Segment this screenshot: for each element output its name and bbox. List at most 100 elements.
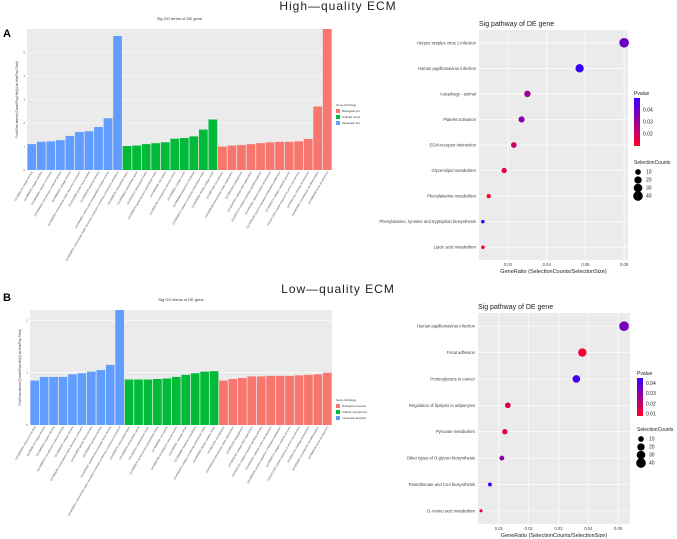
data-point (524, 90, 531, 98)
x-tick-label: 0.04 (584, 526, 593, 531)
bar (218, 146, 227, 170)
bar (68, 374, 77, 425)
y-tick-label: Glycerolipid metabolism (432, 168, 477, 173)
size-legend-label: 30 (649, 453, 655, 459)
size-legend-label: 10 (649, 437, 655, 443)
y-tick-label: ECM-receptor interaction (429, 143, 476, 148)
y-axis-label: Fold Enrichment (Count/Pop.Hits)/(List.H… (18, 329, 22, 405)
y-tick-label: 4 (24, 74, 26, 78)
colorbar (637, 378, 643, 416)
bar (96, 370, 106, 425)
bar (189, 136, 199, 170)
header-high-quality: High—quality ECM (279, 0, 396, 13)
y-tick-label: Autophagy - animal (440, 91, 476, 96)
y-tick-label: 2 (24, 121, 26, 125)
colorbar (634, 98, 640, 146)
y-tick-label: Other types of O-glycan biosynthesis (407, 456, 475, 461)
legend-swatch (336, 416, 340, 420)
x-axis-label: GeneRatio (SelectionCounts/SelectionSize… (500, 269, 607, 275)
x-axis-label: GeneRatio (SelectionCounts/SelectionSize… (501, 533, 608, 539)
bar (304, 374, 313, 425)
legend-swatch (336, 121, 340, 125)
bar (132, 145, 141, 170)
y-tick-label: 0 (24, 168, 26, 172)
data-point (619, 321, 629, 332)
bar (141, 144, 151, 170)
x-tick-label: 0.02 (525, 526, 534, 531)
bar (294, 375, 304, 425)
x-tick-label: 0.05 (614, 526, 623, 531)
bar (94, 126, 103, 170)
size-legend-dot (636, 458, 646, 468)
bar (171, 376, 181, 425)
bar (122, 146, 132, 170)
bar (265, 142, 275, 170)
data-point (479, 509, 483, 513)
x-tick-label: 0.01 (495, 526, 504, 531)
plot-background (478, 313, 630, 524)
bar (303, 138, 313, 170)
y-tick-label: Phenylalanine, tyrosine and tryptophan b… (379, 219, 476, 224)
legend-swatch (336, 410, 340, 414)
data-point (504, 402, 511, 409)
bar (151, 143, 161, 170)
bar (266, 375, 275, 425)
bar (143, 379, 153, 425)
x-tick-label: GO:0005581~collagen trimer (166, 170, 186, 201)
x-tick-label: GO:0007155~cell adhesion (206, 425, 225, 455)
bar (285, 375, 294, 425)
legend-swatch (336, 109, 340, 113)
bar (190, 373, 200, 425)
legend-title: Gene Ontology (336, 103, 357, 107)
bar (115, 310, 124, 425)
chart-title: Sig pathway of DE gene (478, 304, 553, 311)
size-legend-dot (635, 169, 641, 175)
bar (322, 372, 332, 425)
bar (75, 131, 84, 170)
x-tick-label: GO:0001525~angiogenesis (225, 425, 245, 455)
size-legend-label: 20 (646, 178, 652, 184)
header-low-quality: Low—quality ECM (281, 282, 395, 296)
bar (55, 140, 65, 170)
bar (313, 106, 323, 170)
chart-title: Sig GO terms of DE gene (157, 16, 203, 21)
bar (284, 141, 294, 170)
go-bar-chart-high: Sig GO terms of DE gene 0 1 2 3 4 5 Fold Enrich… (13, 16, 361, 262)
bar (160, 142, 170, 170)
x-tick-label: 0.03 (554, 526, 563, 531)
colorbar-title: Pvalue (637, 371, 653, 377)
y-tick-label: D-Amino acid metabolism (427, 508, 475, 513)
pathway-dot-chart-high: Sig pathway of DE gene 0.02 0.04 0.06 0.08 He… (379, 21, 671, 275)
y-tick-label: 3 (24, 98, 26, 102)
data-point (501, 167, 507, 174)
bar (46, 141, 56, 170)
panel-label-b: B (3, 292, 11, 304)
data-point (572, 375, 581, 383)
y-tick-label: Pantothenate and CoA biosynthesis (409, 482, 475, 487)
data-point (619, 37, 629, 48)
bar (198, 129, 208, 170)
legend-title: Gene Ontology (336, 398, 357, 402)
bar (227, 145, 237, 170)
data-point (510, 142, 517, 148)
y-tick-label: Proteoglycans in cancer (430, 376, 475, 381)
bar (322, 29, 332, 170)
data-point (486, 193, 491, 199)
bar (228, 379, 238, 425)
x-tick-label: GO:0048146~positive regulation of fibrob… (245, 170, 282, 229)
colorbar-title: Pvalue (634, 91, 650, 97)
data-point (481, 219, 485, 224)
y-tick-label: 1 (24, 145, 26, 149)
bar (105, 364, 115, 425)
size-legend-dot (638, 436, 644, 442)
legend-label: molecular function (342, 416, 367, 420)
pathway-dot-chart-low: Sig pathway of DE gene 0.01 0.02 0.03 0.04 0.… (407, 304, 674, 539)
bar (162, 378, 172, 425)
chart-title: Sig pathway of DE gene (479, 21, 554, 28)
bar (294, 141, 304, 170)
bar (58, 376, 68, 425)
bar (246, 144, 256, 170)
bar (36, 141, 46, 170)
size-legend-dot (634, 176, 642, 184)
